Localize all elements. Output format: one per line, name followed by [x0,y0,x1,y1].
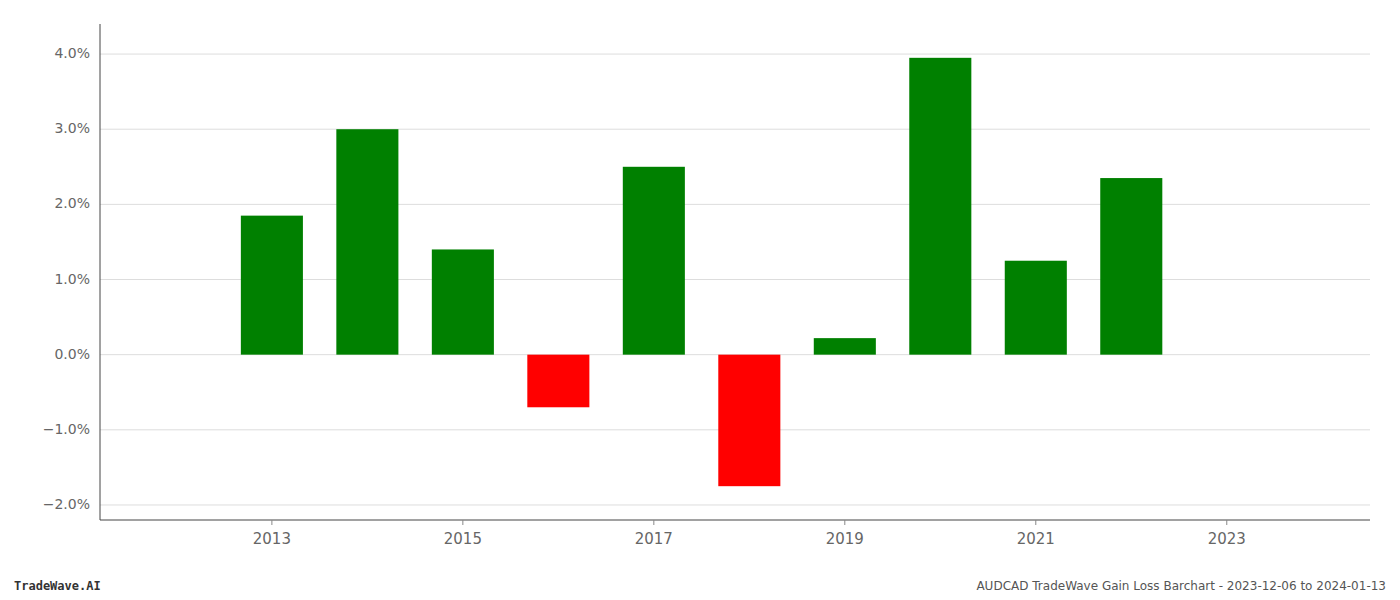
footer-left: TradeWave.AI [14,579,101,593]
grid-line [100,204,1370,205]
y-tick-label: −1.0% [43,421,90,437]
bar [432,249,494,354]
bar [909,58,971,355]
chart: −2.0% −1.0% 0.0% 1.0% 2.0% 3.0% 4.0% 2013 2015 20… [0,0,1400,600]
bar [1005,261,1067,355]
x-tick-label: 2013 [253,530,291,548]
bar [814,338,876,355]
x-tick [1226,520,1227,525]
chart-container: −2.0% −1.0% 0.0% 1.0% 2.0% 3.0% 4.0% 2013 2015 20… [0,0,1400,600]
y-tick-label: 3.0% [54,120,90,136]
grid-line [100,129,1370,130]
y-axis-line [100,24,101,520]
y-grid [100,54,1370,505]
bar [527,355,589,408]
x-axis-line [100,520,1370,521]
bars [241,58,1162,486]
x-tick-label: 2019 [826,530,864,548]
x-tick-label: 2015 [444,530,482,548]
y-tick-label: 1.0% [54,271,90,287]
footer-right: AUDCAD TradeWave Gain Loss Barchart - 20… [976,579,1386,593]
x-tick [271,520,272,525]
x-tick [653,520,654,525]
grid-line [100,504,1370,505]
x-tick [1035,520,1036,525]
bar [1100,178,1162,355]
y-tick-label: 4.0% [54,45,90,61]
grid-line [100,54,1370,55]
bar [718,355,780,487]
background [0,0,1400,600]
y-tick-label: 2.0% [54,195,90,211]
bar [241,216,303,355]
x-tick [462,520,463,525]
bar [623,167,685,355]
y-tick-label: −2.0% [43,496,90,512]
x-tick-label: 2017 [635,530,673,548]
x-tick [844,520,845,525]
x-tick-label: 2021 [1017,530,1055,548]
y-tick-label: 0.0% [54,346,90,362]
bar [336,129,398,354]
x-tick-label: 2023 [1208,530,1246,548]
